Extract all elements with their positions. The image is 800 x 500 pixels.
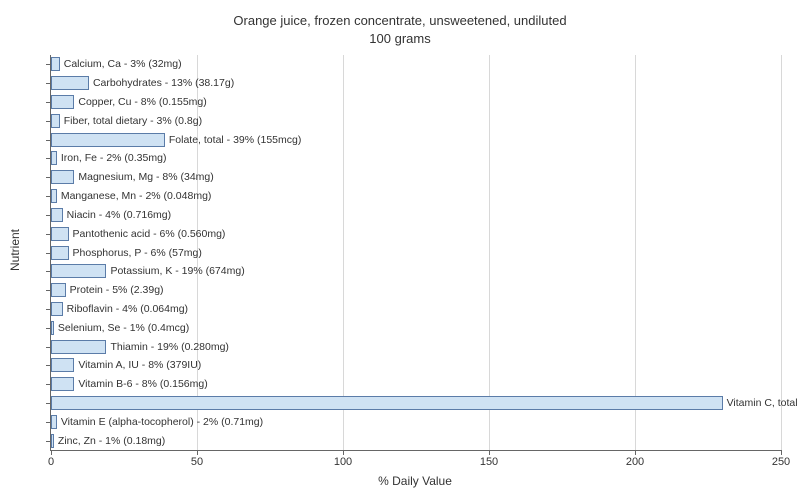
nutrient-bar [51,340,106,354]
gridline [635,55,636,450]
nutrient-bar-label: Zinc, Zn - 1% (0.18mg) [58,434,165,448]
nutrient-bar [51,283,66,297]
nutrient-bar [51,95,74,109]
nutrient-bar [51,208,63,222]
xtick-mark [635,450,636,455]
chart-title: Orange juice, frozen concentrate, unswee… [0,12,800,48]
nutrient-bar-label: Selenium, Se - 1% (0.4mcg) [58,321,189,335]
nutrient-bar [51,133,165,147]
nutrient-chart: Orange juice, frozen concentrate, unswee… [0,0,800,500]
xtick-label: 0 [48,456,54,468]
nutrient-bar [51,358,74,372]
nutrient-bar-label: Folate, total - 39% (155mcg) [169,133,301,147]
gridline [343,55,344,450]
nutrient-bar-label: Riboflavin - 4% (0.064mg) [67,302,188,316]
nutrient-bar-label: Manganese, Mn - 2% (0.048mg) [61,189,212,203]
nutrient-bar-label: Vitamin B-6 - 8% (0.156mg) [78,377,207,391]
nutrient-bar [51,434,54,448]
y-axis-label: Nutrient [8,229,22,271]
nutrient-bar [51,302,63,316]
nutrient-bar [51,246,69,260]
gridline [781,55,782,450]
nutrient-bar-label: Copper, Cu - 8% (0.155mg) [78,95,206,109]
nutrient-bar-label: Vitamin E (alpha-tocopherol) - 2% (0.71m… [61,415,263,429]
nutrient-bar [51,189,57,203]
nutrient-bar [51,114,60,128]
nutrient-bar [51,227,69,241]
nutrient-bar-label: Vitamin A, IU - 8% (379IU) [78,358,201,372]
xtick-mark [781,450,782,455]
nutrient-bar-label: Vitamin C, total ascorbic acid - 230% (1… [727,396,800,410]
xtick-label: 250 [772,456,790,468]
nutrient-bar-label: Protein - 5% (2.39g) [70,283,164,297]
nutrient-bar-label: Fiber, total dietary - 3% (0.8g) [64,114,202,128]
nutrient-bar-label: Thiamin - 19% (0.280mg) [110,340,228,354]
xtick-mark [51,450,52,455]
nutrient-bar-label: Phosphorus, P - 6% (57mg) [73,246,202,260]
xtick-mark [197,450,198,455]
nutrient-bar-label: Calcium, Ca - 3% (32mg) [64,57,182,71]
nutrient-bar-label: Carbohydrates - 13% (38.17g) [93,76,234,90]
nutrient-bar [51,264,106,278]
nutrient-bar-label: Potassium, K - 19% (674mg) [110,264,244,278]
title-line-1: Orange juice, frozen concentrate, unswee… [233,13,566,28]
xtick-mark [343,450,344,455]
title-line-2: 100 grams [369,31,430,46]
gridline [489,55,490,450]
xtick-label: 200 [626,456,644,468]
nutrient-bar [51,415,57,429]
nutrient-bar-label: Iron, Fe - 2% (0.35mg) [61,151,167,165]
nutrient-bar [51,377,74,391]
xtick-label: 150 [480,456,498,468]
xtick-label: 50 [191,456,203,468]
nutrient-bar-label: Magnesium, Mg - 8% (34mg) [78,170,213,184]
xtick-mark [489,450,490,455]
nutrient-bar [51,76,89,90]
plot-area: 050100150200250Calcium, Ca - 3% (32mg)Ca… [50,55,781,451]
nutrient-bar [51,57,60,71]
nutrient-bar [51,170,74,184]
nutrient-bar [51,151,57,165]
nutrient-bar-label: Pantothenic acid - 6% (0.560mg) [73,227,226,241]
nutrient-bar [51,321,54,335]
xtick-label: 100 [334,456,352,468]
nutrient-bar-label: Niacin - 4% (0.716mg) [67,208,171,222]
nutrient-bar [51,396,723,410]
x-axis-label: % Daily Value [50,474,780,488]
